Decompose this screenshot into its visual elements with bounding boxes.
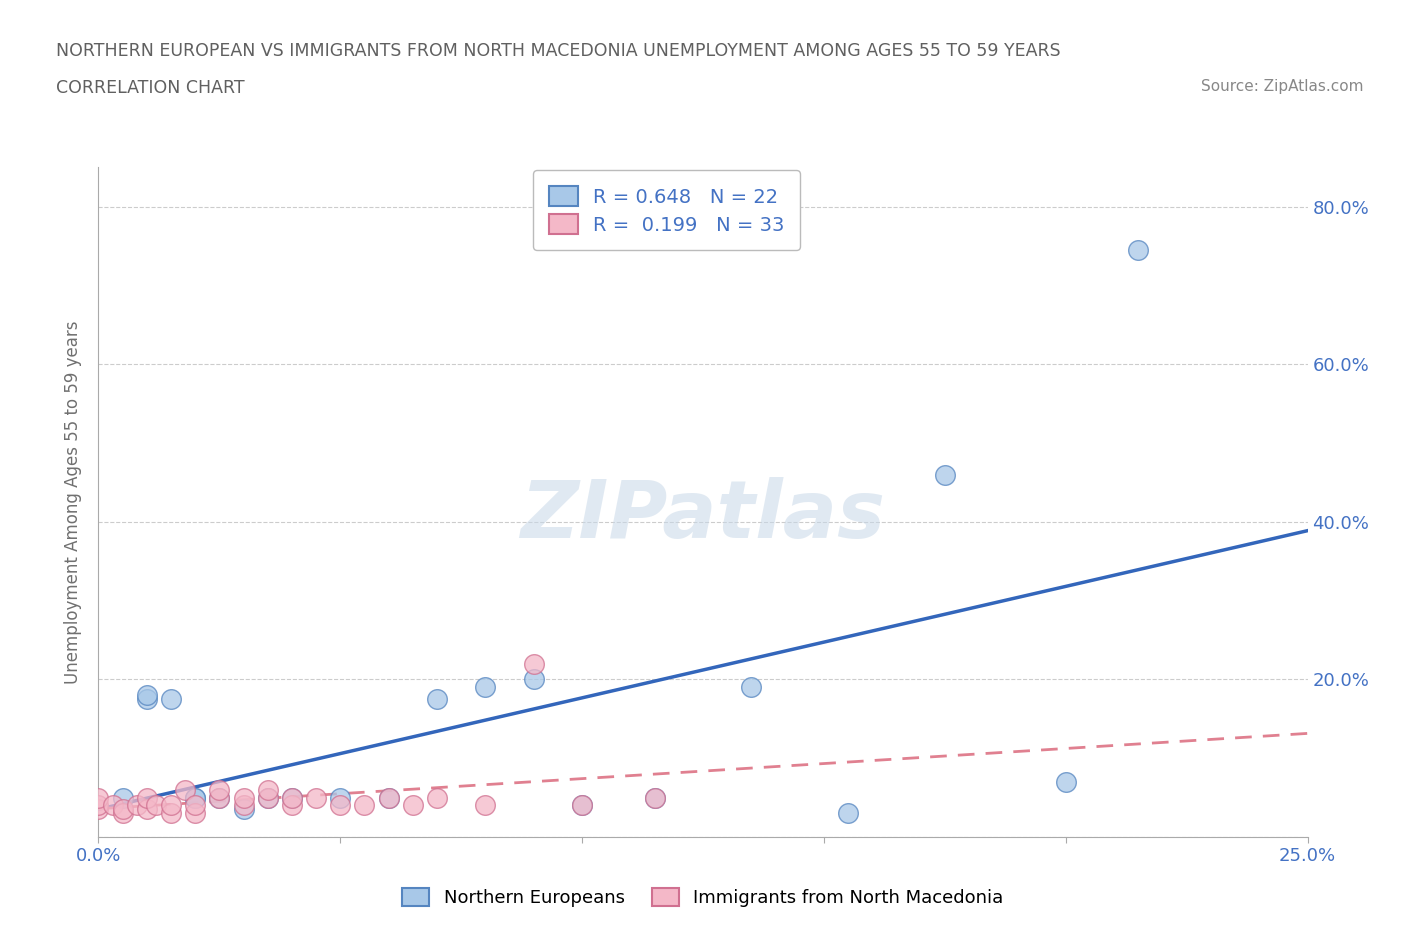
Point xyxy=(377,790,399,805)
Point xyxy=(1128,243,1150,258)
Point xyxy=(474,680,496,695)
Point xyxy=(135,790,157,805)
Point xyxy=(353,798,375,813)
Legend: Northern Europeans, Immigrants from North Macedonia: Northern Europeans, Immigrants from Nort… xyxy=(394,879,1012,916)
Point xyxy=(644,790,666,805)
Point xyxy=(329,798,352,813)
Point xyxy=(232,790,254,805)
Point xyxy=(87,798,110,813)
Y-axis label: Unemployment Among Ages 55 to 59 years: Unemployment Among Ages 55 to 59 years xyxy=(65,321,83,684)
Text: Source: ZipAtlas.com: Source: ZipAtlas.com xyxy=(1201,79,1364,94)
Point xyxy=(208,790,231,805)
Point xyxy=(402,798,425,813)
Point xyxy=(474,798,496,813)
Point xyxy=(571,798,593,813)
Point xyxy=(135,692,157,707)
Point xyxy=(145,798,167,813)
Point xyxy=(160,798,183,813)
Point xyxy=(135,802,157,817)
Point xyxy=(174,782,197,797)
Point xyxy=(256,790,278,805)
Point xyxy=(256,782,278,797)
Point xyxy=(111,790,134,805)
Point xyxy=(329,790,352,805)
Point xyxy=(644,790,666,805)
Point xyxy=(523,672,546,687)
Point xyxy=(305,790,328,805)
Text: NORTHERN EUROPEAN VS IMMIGRANTS FROM NORTH MACEDONIA UNEMPLOYMENT AMONG AGES 55 : NORTHERN EUROPEAN VS IMMIGRANTS FROM NOR… xyxy=(56,42,1062,60)
Point xyxy=(208,782,231,797)
Point xyxy=(426,790,449,805)
Point xyxy=(127,798,149,813)
Point xyxy=(281,798,304,813)
Point xyxy=(281,790,304,805)
Point xyxy=(1054,775,1077,790)
Point xyxy=(111,802,134,817)
Point xyxy=(740,680,762,695)
Point xyxy=(256,790,278,805)
Point xyxy=(232,802,254,817)
Point xyxy=(184,790,207,805)
Point xyxy=(160,806,183,821)
Point xyxy=(377,790,399,805)
Point xyxy=(837,806,859,821)
Legend: R = 0.648   N = 22, R =  0.199   N = 33: R = 0.648 N = 22, R = 0.199 N = 33 xyxy=(533,170,800,250)
Point xyxy=(184,790,207,805)
Point xyxy=(111,806,134,821)
Point xyxy=(184,798,207,813)
Point xyxy=(87,790,110,805)
Text: ZIPatlas: ZIPatlas xyxy=(520,476,886,554)
Point xyxy=(281,790,304,805)
Point xyxy=(135,688,157,703)
Point xyxy=(232,798,254,813)
Point xyxy=(523,657,546,671)
Point xyxy=(160,692,183,707)
Text: CORRELATION CHART: CORRELATION CHART xyxy=(56,79,245,97)
Point xyxy=(208,790,231,805)
Point xyxy=(426,692,449,707)
Point xyxy=(934,467,956,482)
Point xyxy=(184,806,207,821)
Point xyxy=(101,798,124,813)
Point xyxy=(87,802,110,817)
Point xyxy=(571,798,593,813)
